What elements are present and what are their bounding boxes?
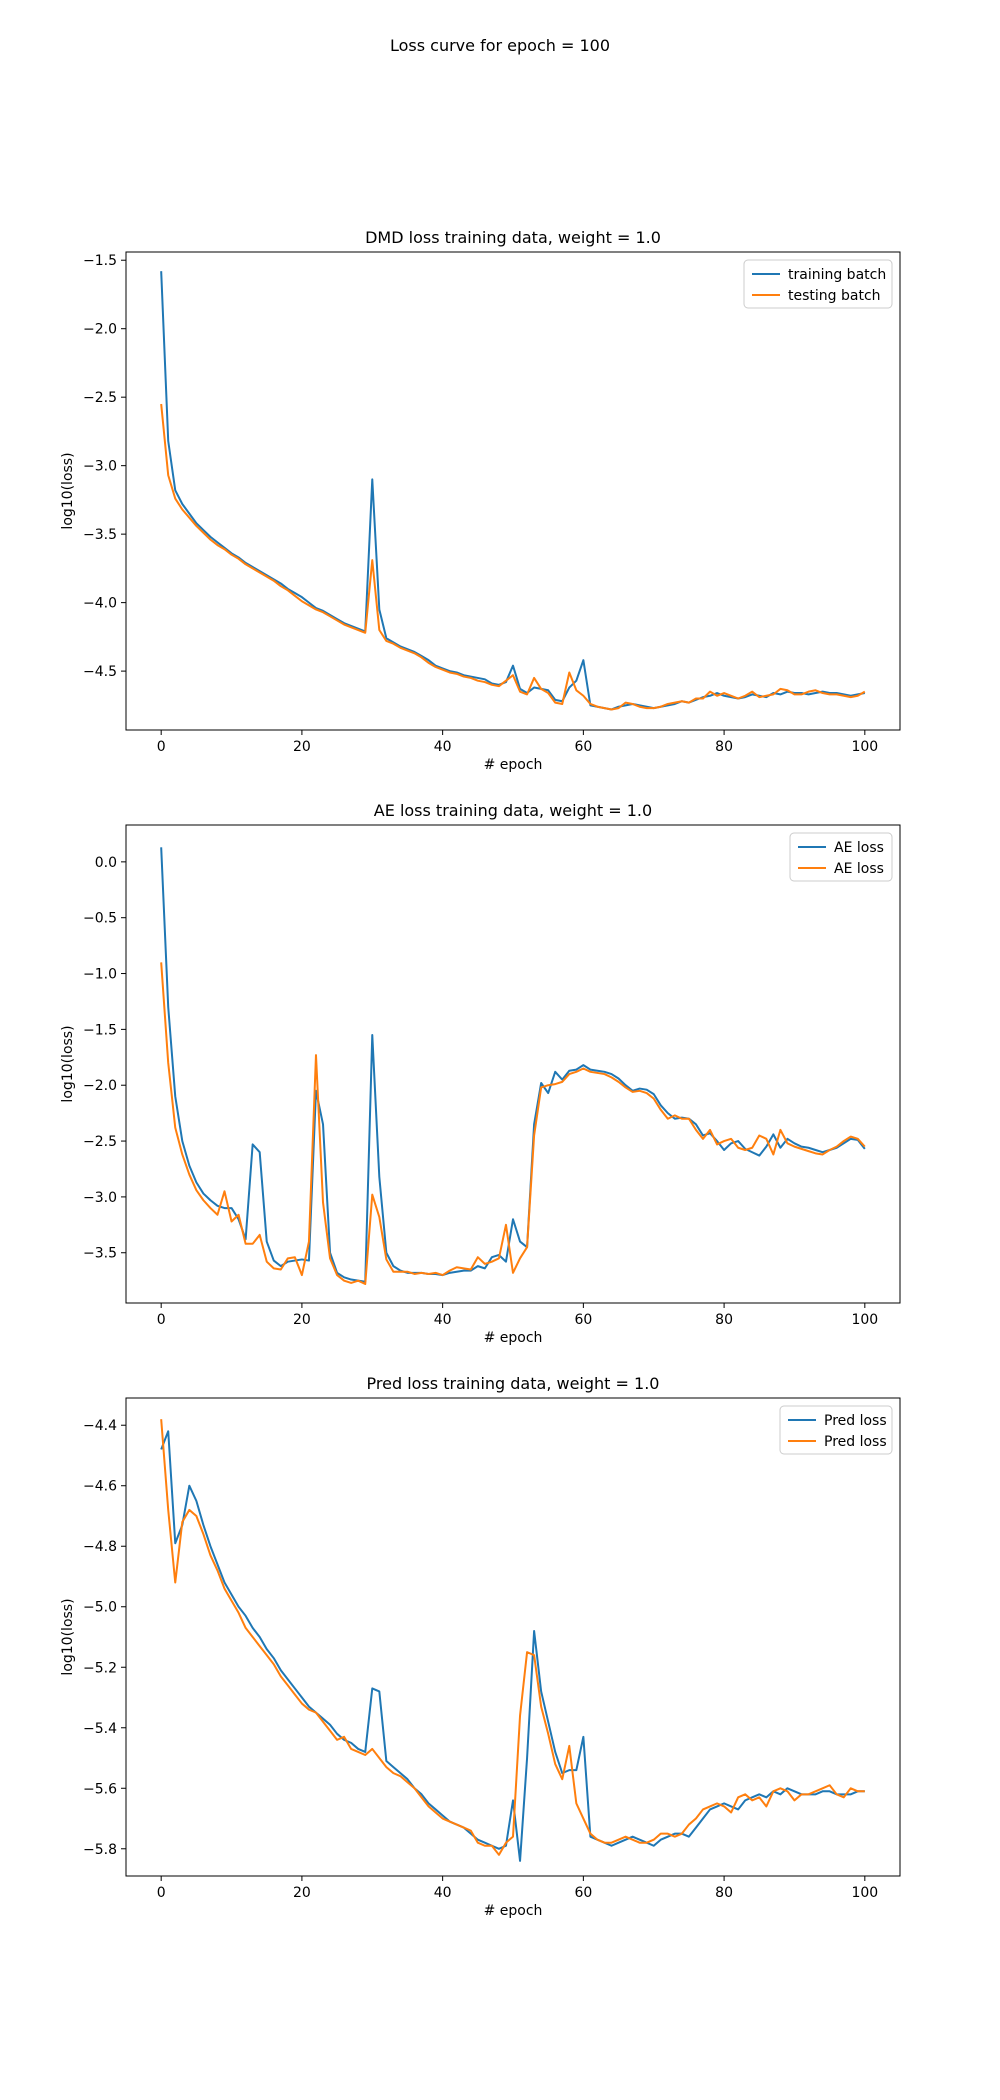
- figure-suptitle: Loss curve for epoch = 100: [389, 36, 611, 55]
- chart-title: AE loss training data, weight = 1.0: [374, 801, 652, 820]
- y-tick-label: −5.2: [83, 1660, 117, 1676]
- x-tick-label: 0: [157, 739, 166, 755]
- chart-panel-2: 0 20 40 60 80 100 −3.5 −3.0 −2.5 −2.0 −1.5 −1.0 −0.5…: [60, 801, 901, 1346]
- y-tick-label: −1.5: [83, 1022, 117, 1038]
- legend-label: Pred loss: [824, 1434, 887, 1450]
- x-tick-label: 20: [293, 1885, 311, 1901]
- y-tick-label: −5.8: [83, 1842, 117, 1858]
- x-axis-label: # epoch: [484, 1330, 543, 1346]
- series-line-1-1: [160, 271, 866, 711]
- y-tick-label: −3.5: [83, 1246, 117, 1262]
- y-tick-label: −0.5: [83, 911, 117, 927]
- y-tick-label: −4.6: [83, 1479, 117, 1495]
- y-tick-label: −3.0: [83, 459, 117, 475]
- x-tick-label: 80: [715, 1312, 733, 1328]
- x-axis-label: # epoch: [484, 757, 543, 773]
- series-line-1-2: [160, 403, 866, 711]
- chart-panel-1: 0 20 40 60 80 100 −4.5 −4.0 −3.5 −3.0 −2.5 −2.0 −1.5…: [60, 228, 901, 773]
- y-tick-label: −2.0: [83, 322, 117, 338]
- y-tick-label: −4.5: [83, 664, 117, 680]
- y-tick-label: −3.0: [83, 1190, 117, 1206]
- legend: Pred loss Pred loss: [779, 1405, 893, 1455]
- x-tick-label: 40: [434, 1885, 452, 1901]
- series-line-2-1: [160, 847, 866, 1283]
- x-axis-label: # epoch: [484, 1903, 543, 1919]
- x-tick-label: 80: [715, 739, 733, 755]
- y-tick-label: −4.8: [83, 1539, 117, 1555]
- y-axis-label: log10(loss): [60, 452, 76, 529]
- y-tick-label: −1.5: [83, 253, 117, 269]
- chart-title: Pred loss training data, weight = 1.0: [367, 1374, 660, 1393]
- y-axis-label: log10(loss): [60, 1598, 76, 1675]
- y-tick-label: −5.0: [83, 1600, 117, 1616]
- y-tick-label: −4.0: [83, 596, 117, 612]
- y-axis-label: log10(loss): [60, 1025, 76, 1102]
- chart-panel-3: 0 20 40 60 80 100 −5.8 −5.6 −5.4 −5.2 −5.0 −4.8 −4.6…: [60, 1374, 901, 1919]
- y-tick-label: −2.0: [83, 1078, 117, 1094]
- y-tick-label: −1.0: [83, 967, 117, 983]
- x-tick-label: 100: [851, 739, 878, 755]
- x-tick-label: 40: [434, 739, 452, 755]
- y-tick-label: −3.5: [83, 527, 117, 543]
- legend-label: training batch: [788, 267, 886, 283]
- legend-label: Pred loss: [824, 1413, 887, 1429]
- x-tick-label: 20: [293, 1312, 311, 1328]
- y-tick-label: −2.5: [83, 1134, 117, 1150]
- x-tick-label: 0: [157, 1885, 166, 1901]
- legend: training batch testing batch: [743, 259, 893, 309]
- axes-frame: [125, 824, 901, 1304]
- x-tick-label: 0: [157, 1312, 166, 1328]
- x-tick-label: 100: [851, 1885, 878, 1901]
- legend-label: AE loss: [834, 861, 884, 877]
- x-tick-label: 60: [574, 1885, 592, 1901]
- y-tick-label: 0.0: [95, 855, 117, 871]
- x-tick-label: 60: [574, 739, 592, 755]
- chart-title: DMD loss training data, weight = 1.0: [365, 228, 661, 247]
- series-line-3-2: [160, 1419, 865, 1856]
- legend: AE loss AE loss: [789, 832, 893, 882]
- series-line-2-2: [160, 962, 866, 1286]
- series-line-3-1: [160, 1430, 865, 1862]
- x-tick-label: 20: [293, 739, 311, 755]
- y-tick-label: −5.4: [83, 1721, 117, 1737]
- y-tick-label: −4.4: [83, 1418, 117, 1434]
- axes-frame: [125, 1397, 901, 1877]
- legend-box: [743, 259, 893, 309]
- x-tick-label: 100: [851, 1312, 878, 1328]
- axes-frame: [125, 251, 901, 731]
- legend-label: AE loss: [834, 840, 884, 856]
- y-tick-label: −5.6: [83, 1781, 117, 1797]
- x-tick-label: 60: [574, 1312, 592, 1328]
- x-tick-label: 80: [715, 1885, 733, 1901]
- x-tick-label: 40: [434, 1312, 452, 1328]
- legend-label: testing batch: [788, 288, 881, 304]
- y-tick-label: −2.5: [83, 390, 117, 406]
